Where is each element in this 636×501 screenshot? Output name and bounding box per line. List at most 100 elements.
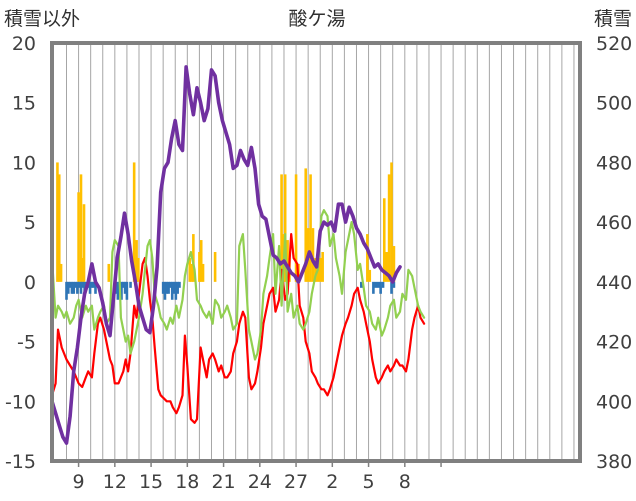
snow-change-bar <box>163 281 167 300</box>
precip-bar <box>80 257 84 282</box>
precip-bar <box>77 192 80 282</box>
snow-change-bar <box>76 281 79 294</box>
snow-change-bar <box>170 281 174 300</box>
snow-change-bar <box>65 281 68 300</box>
right-y-tick-label: 420 <box>596 332 632 354</box>
precip-bar <box>188 257 192 282</box>
precip-bar <box>321 252 324 282</box>
precip-bar <box>309 174 312 282</box>
precip-bar <box>286 240 289 282</box>
snow-change-bar <box>169 281 172 288</box>
right-axis-label: 積雪 <box>594 8 632 30</box>
snow-change-bar <box>360 281 363 288</box>
snow-change-bar <box>88 281 92 294</box>
snow-change-bar <box>77 281 81 288</box>
left-y-tick-label: 15 <box>12 93 36 115</box>
left-y-tick-label: 10 <box>12 152 36 174</box>
precip-bar <box>382 198 386 282</box>
precip-bar <box>304 168 308 282</box>
precip-bar <box>311 228 315 282</box>
x-tick-label: 8 <box>399 471 411 493</box>
precip-bar <box>107 263 111 282</box>
snow-change-bar <box>68 281 72 288</box>
x-tick-label: 9 <box>73 471 85 493</box>
left-axis-label: 積雪以外 <box>4 8 80 30</box>
x-tick-label: 12 <box>103 471 127 493</box>
snow-change-bar <box>392 281 396 288</box>
gridlines <box>65 43 575 461</box>
precip-bar <box>132 162 136 282</box>
chart-title: 酸ケ湯 <box>288 8 345 30</box>
snow-change-bar <box>81 281 85 288</box>
precip-bar <box>199 240 203 282</box>
snow-change-bar <box>390 281 393 294</box>
precip-bar <box>294 174 298 282</box>
left-y-tick-label: 5 <box>24 212 36 234</box>
right-y-tick-label: 440 <box>596 272 632 294</box>
snow-change-bar <box>74 281 77 288</box>
snow-change-bar <box>178 281 181 288</box>
snow-depth-line <box>50 65 402 445</box>
snow-change-bar <box>90 281 94 288</box>
plot-frame <box>50 41 582 463</box>
precip-bar <box>201 263 205 282</box>
precip-bar <box>385 252 388 282</box>
x-tick-label: 5 <box>363 471 375 493</box>
snow-change-bar <box>161 281 165 294</box>
precip-bar <box>368 269 372 282</box>
snow-change-bar <box>92 281 95 288</box>
precip-bar <box>190 263 193 282</box>
precip-bar <box>366 234 369 282</box>
x-tick-label: 21 <box>211 471 235 493</box>
snow-change-bar <box>176 281 179 294</box>
snow-change-bar <box>372 281 375 294</box>
precip-bar <box>79 174 83 282</box>
right-y-tick-label: 520 <box>596 33 632 55</box>
series-lines <box>50 65 426 445</box>
left-y-ticks: 20 15 10 5 0 -5 -10 -15 <box>5 33 36 473</box>
temp-min-line <box>50 209 426 361</box>
snow-change-bar <box>376 281 380 288</box>
temp-max-line <box>50 233 426 424</box>
right-y-tick-label: 380 <box>596 451 632 473</box>
right-y-tick-label: 480 <box>596 152 632 174</box>
snow-change-bar <box>165 281 169 294</box>
precip-bar <box>82 204 86 282</box>
precip-bar <box>137 257 140 282</box>
x-tick-label: 18 <box>175 471 199 493</box>
x-tick-label: 2 <box>326 471 338 493</box>
snow-change-bar <box>72 281 76 294</box>
snow-change-bar <box>125 281 129 300</box>
precip-bar <box>56 162 59 282</box>
precip-bar <box>316 263 320 282</box>
snow-change-bar <box>129 281 132 288</box>
snow-change-bar <box>123 281 127 294</box>
left-y-tick-label: 20 <box>12 33 36 55</box>
precip-bar <box>192 234 195 282</box>
snow-change-bar <box>116 281 120 300</box>
precip-bar <box>387 174 391 282</box>
snow-change-bar <box>121 281 125 288</box>
precip-bar <box>392 246 396 282</box>
x-tick-label: 27 <box>284 471 308 493</box>
snow-change-bar <box>70 281 74 294</box>
snow-change-bar <box>174 281 178 300</box>
snow-change-bar <box>379 281 382 294</box>
right-y-tick-label: 400 <box>596 391 632 413</box>
precip-bar <box>390 162 393 282</box>
left-y-tick-label: -5 <box>17 332 36 354</box>
right-y-tick-label: 500 <box>596 93 632 115</box>
snow-change-bar <box>381 281 385 288</box>
snow-change-bar <box>94 281 97 294</box>
snow-change-bar <box>167 281 170 294</box>
precip-bar <box>280 174 283 282</box>
precip-bar <box>198 252 201 282</box>
right-y-ticks: 520 500 480 460 440 420 400 380 <box>596 33 632 473</box>
left-y-tick-label: -10 <box>5 391 36 413</box>
snow-change-bar <box>79 281 83 294</box>
right-y-tick-label: 460 <box>596 212 632 234</box>
precip-bar <box>59 263 63 282</box>
snow-change-bar <box>172 281 176 294</box>
precip-bar <box>314 257 317 282</box>
